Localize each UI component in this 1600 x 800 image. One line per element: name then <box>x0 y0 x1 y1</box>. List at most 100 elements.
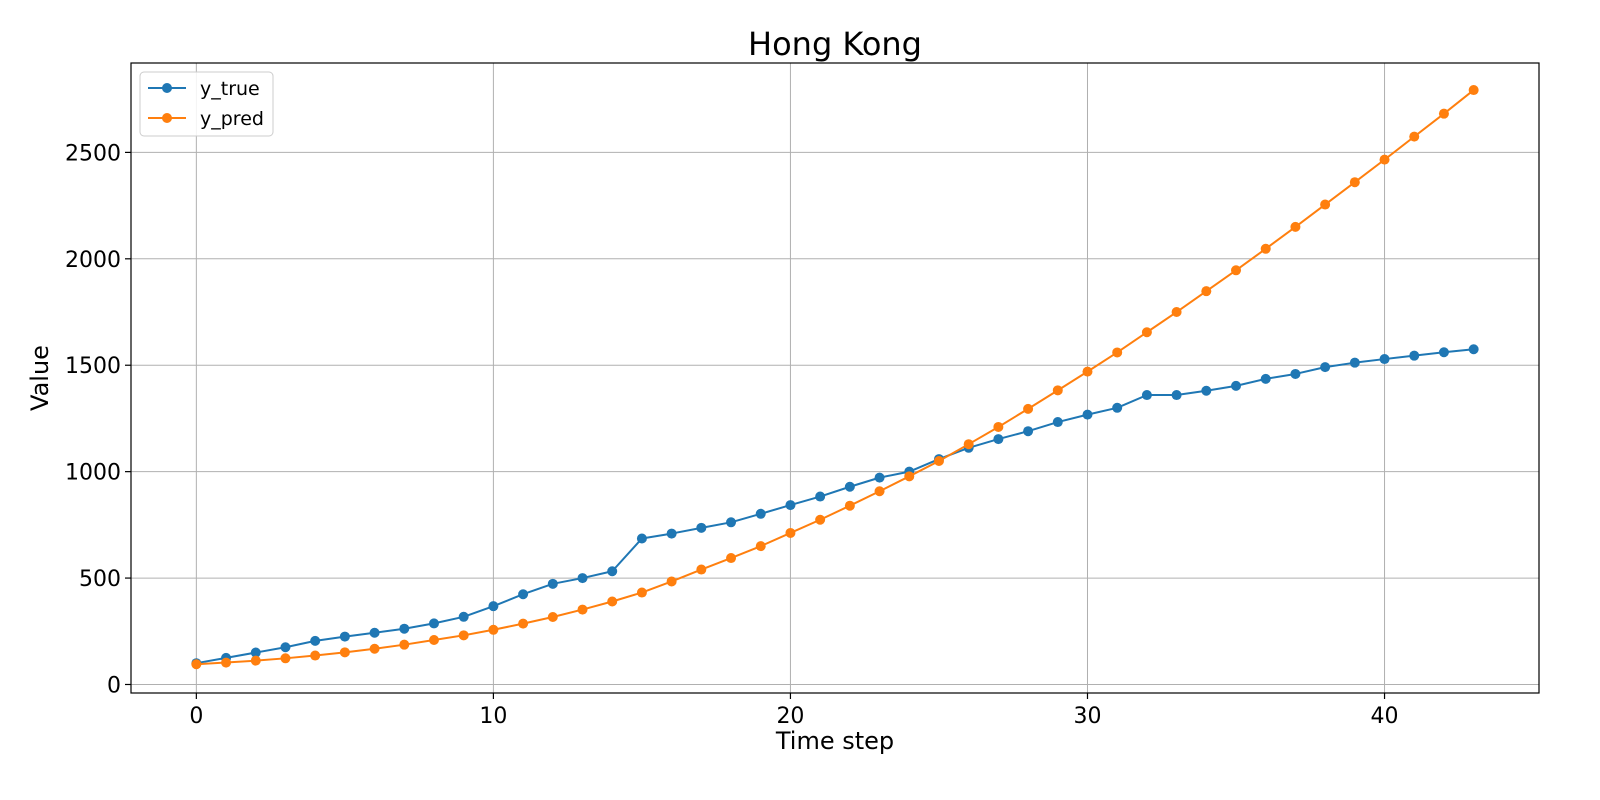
legend-marker <box>162 83 172 93</box>
data-point <box>1052 385 1063 396</box>
data-point <box>963 439 974 450</box>
y-tick-label: 1500 <box>65 354 121 379</box>
data-point <box>1438 347 1449 358</box>
data-point <box>399 639 410 650</box>
data-point <box>250 655 261 666</box>
data-point <box>636 587 647 598</box>
data-point <box>1349 177 1360 188</box>
data-point <box>815 491 826 502</box>
x-tick-label: 40 <box>1371 704 1399 729</box>
data-point <box>815 514 826 525</box>
data-point <box>518 589 529 600</box>
data-point <box>1231 265 1242 276</box>
y-tick-label: 0 <box>107 673 121 698</box>
legend-item: y_pred <box>148 108 264 130</box>
y-axis: 0 500 1000 1500 2000 2500 <box>65 141 131 698</box>
data-point <box>904 471 915 482</box>
plot-frame <box>130 62 1540 694</box>
x-axis: 0 10 20 30 40 <box>189 693 1399 729</box>
x-tick-label: 20 <box>776 704 804 729</box>
y-axis-label: Value <box>26 345 54 411</box>
data-point <box>547 578 558 589</box>
data-point <box>607 566 618 577</box>
data-point <box>547 612 558 623</box>
data-point <box>726 517 737 528</box>
series-y-true <box>191 344 1479 669</box>
data-point <box>458 630 469 641</box>
data-point <box>1468 85 1479 96</box>
data-point <box>1409 131 1420 142</box>
data-point <box>874 486 885 497</box>
data-point <box>933 456 944 467</box>
data-point <box>280 653 291 664</box>
data-point <box>518 618 529 629</box>
data-point <box>1409 350 1420 361</box>
data-point <box>369 627 380 638</box>
data-point <box>369 643 380 654</box>
data-point <box>1112 402 1123 413</box>
data-point <box>488 601 499 612</box>
data-point <box>1468 344 1479 355</box>
data-point <box>1201 286 1212 297</box>
data-point <box>1082 366 1093 377</box>
data-point <box>221 657 232 668</box>
data-point <box>993 434 1004 445</box>
data-point <box>993 421 1004 432</box>
data-point <box>310 650 321 661</box>
data-point <box>399 623 410 634</box>
data-point <box>1320 199 1331 210</box>
data-point <box>428 635 439 646</box>
legend-marker <box>162 113 172 123</box>
data-point <box>1379 154 1390 165</box>
data-point <box>1023 403 1034 414</box>
data-point <box>696 522 707 533</box>
data-point <box>250 647 261 658</box>
chart-title: Hong Kong <box>748 25 922 63</box>
data-point <box>1260 243 1271 254</box>
data-point <box>488 624 499 635</box>
data-point <box>1171 307 1182 318</box>
x-tick-label: 0 <box>189 704 203 729</box>
data-point <box>1112 347 1123 358</box>
data-point <box>1171 390 1182 401</box>
legend-label: y_true <box>200 78 260 100</box>
data-point <box>755 508 766 519</box>
data-point <box>1320 362 1331 373</box>
data-point <box>844 481 855 492</box>
data-point <box>280 642 291 653</box>
series-y-pred <box>191 85 1479 670</box>
series-layer <box>191 85 1479 670</box>
data-point <box>1231 380 1242 391</box>
y-tick-label: 500 <box>79 567 121 592</box>
data-point <box>1438 108 1449 119</box>
y-tick-label: 2000 <box>65 248 121 273</box>
data-point <box>1141 390 1152 401</box>
data-point <box>1141 327 1152 338</box>
data-point <box>755 541 766 552</box>
x-tick-label: 30 <box>1073 704 1101 729</box>
data-point <box>666 528 677 539</box>
data-point <box>577 604 588 615</box>
data-point <box>726 553 737 564</box>
data-point <box>874 472 885 483</box>
data-point <box>1082 409 1093 420</box>
legend-item: y_true <box>148 78 260 100</box>
data-point <box>339 631 350 642</box>
x-axis-label: Time step <box>775 727 894 755</box>
data-point <box>1290 221 1301 232</box>
data-point <box>1023 426 1034 437</box>
legend: y_true y_pred <box>139 71 274 137</box>
data-point <box>458 611 469 622</box>
data-point <box>339 647 350 658</box>
data-point <box>666 576 677 587</box>
data-point <box>696 564 707 575</box>
y-tick-label: 1000 <box>65 461 121 486</box>
data-point <box>1379 354 1390 365</box>
data-point <box>1201 385 1212 396</box>
data-point <box>785 500 796 511</box>
data-point <box>1260 373 1271 384</box>
data-point <box>577 573 588 584</box>
data-point <box>607 596 618 607</box>
data-point <box>1349 357 1360 368</box>
data-point <box>785 527 796 538</box>
